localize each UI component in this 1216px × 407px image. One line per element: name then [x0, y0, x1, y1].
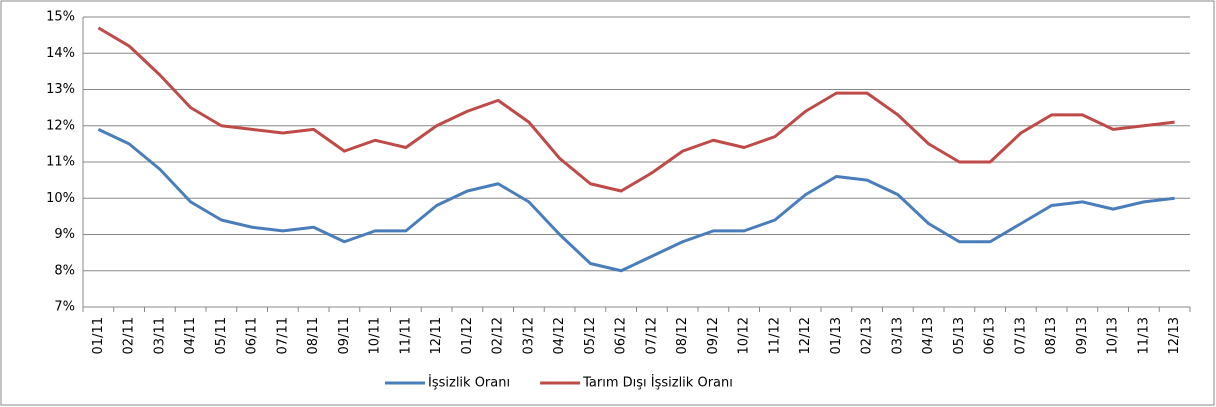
y-tick-label: 10% [46, 191, 75, 206]
y-tick-label: 11% [46, 155, 75, 170]
x-tick-label: 03/11 [152, 317, 167, 354]
y-tick-label: 9% [54, 227, 75, 242]
x-tick-label: 10/13 [1106, 317, 1121, 354]
y-tick-label: 12% [46, 118, 75, 133]
x-tick-label: 12/12 [798, 317, 813, 354]
y-tick-label: 14% [46, 46, 75, 61]
x-tick-label: 05/11 [214, 317, 229, 354]
x-tick-label: 09/13 [1075, 317, 1090, 354]
x-tick-label: 08/13 [1044, 317, 1059, 354]
y-tick-label: 15% [46, 10, 75, 25]
x-tick-label: 03/13 [890, 317, 905, 354]
x-tick-label: 07/13 [1013, 317, 1028, 354]
x-tick-label: 06/11 [245, 317, 260, 354]
x-tick-label: 09/12 [706, 317, 721, 354]
x-tick-label: 08/12 [675, 317, 690, 354]
x-tick-label: 02/12 [491, 317, 506, 354]
x-tick-label: 11/13 [1136, 317, 1151, 354]
y-tick-label: 7% [54, 300, 75, 315]
x-tick-label: 05/13 [952, 317, 967, 354]
x-tick-label: 01/11 [91, 317, 106, 354]
x-tick-label: 12/13 [1167, 317, 1182, 354]
y-tick-label: 8% [54, 263, 75, 278]
x-tick-label: 05/12 [583, 317, 598, 354]
y-tick-label: 13% [46, 82, 75, 97]
x-tick-label: 10/11 [368, 317, 383, 354]
x-tick-label: 02/13 [860, 317, 875, 354]
x-tick-label: 11/11 [398, 317, 413, 354]
x-tick-label: 01/12 [460, 317, 475, 354]
x-tick-label: 11/12 [767, 317, 782, 354]
series-line [97, 26, 1175, 193]
x-tick-label: 04/13 [921, 317, 936, 354]
x-tick-label: 06/12 [614, 317, 629, 354]
legend-label: Tarım Dışı İşsizlik Oranı [582, 375, 733, 391]
x-tick-label: 10/12 [737, 317, 752, 354]
legend-label: İşsizlik Oranı [428, 375, 510, 391]
x-tick-label: 01/13 [829, 317, 844, 354]
x-tick-label: 07/12 [644, 317, 659, 354]
x-tick-label: 03/12 [521, 317, 536, 354]
x-tick-label: 04/12 [552, 317, 567, 354]
x-tick-label: 08/11 [306, 317, 321, 354]
x-tick-label: 12/11 [429, 317, 444, 354]
x-tick-label: 07/11 [275, 317, 290, 354]
series-line [97, 128, 1175, 273]
x-tick-label: 06/13 [983, 317, 998, 354]
x-tick-label: 04/11 [183, 317, 198, 354]
x-tick-label: 09/11 [337, 317, 352, 354]
x-tick-label: 02/11 [122, 317, 137, 354]
